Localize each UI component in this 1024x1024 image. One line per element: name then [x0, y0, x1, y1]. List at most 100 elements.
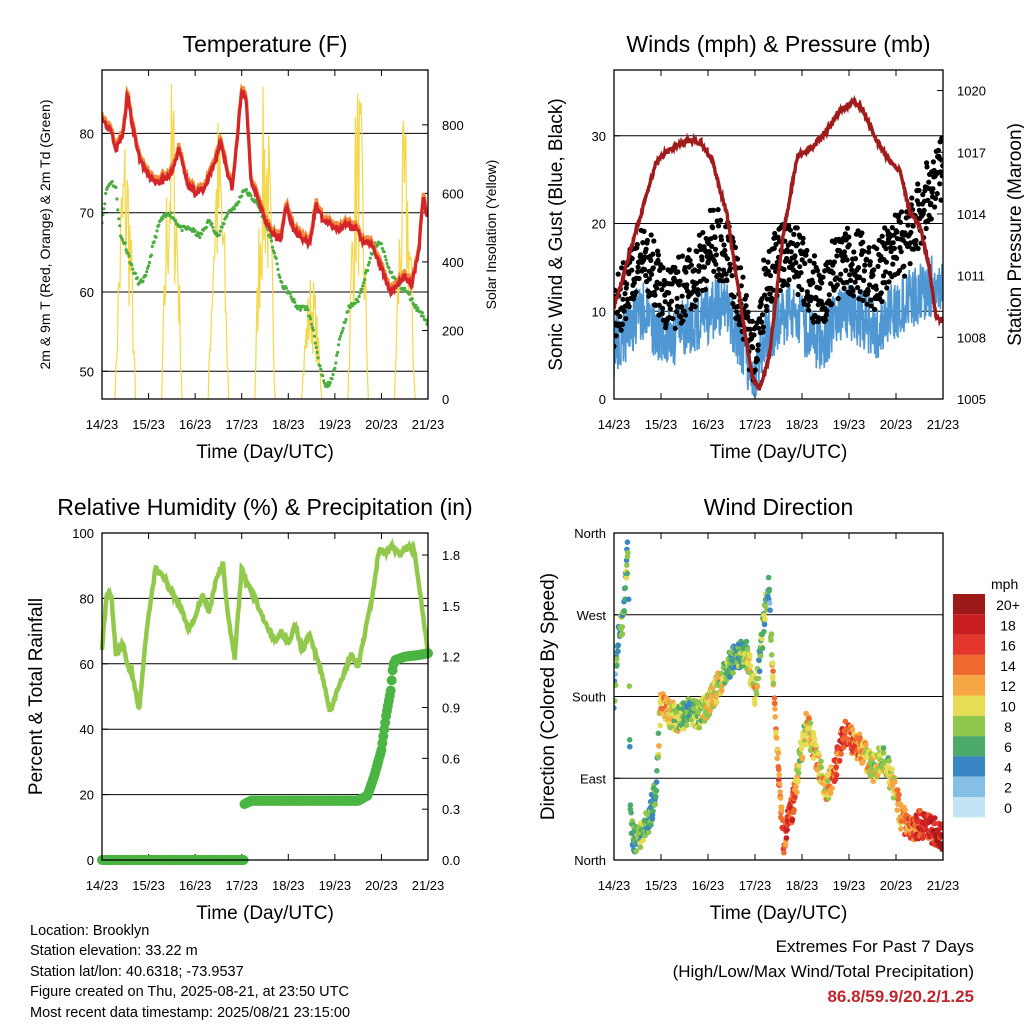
dewpoint-point — [316, 356, 320, 360]
dewpoint-point — [328, 381, 332, 385]
gust-point — [866, 282, 873, 288]
dewpoint-point — [390, 270, 394, 274]
gust-point — [760, 329, 766, 335]
gust-point — [641, 266, 648, 273]
gust-point — [866, 245, 872, 251]
gust-point — [694, 248, 700, 255]
dewpoint-point — [318, 364, 322, 368]
gust-point — [631, 280, 637, 286]
winds-xtick-label: 16/23 — [692, 417, 725, 432]
dewpoint-point — [225, 214, 229, 218]
gust-point — [793, 260, 799, 266]
gust-point — [687, 257, 693, 264]
gust-point — [913, 242, 919, 248]
gust-point — [646, 276, 653, 282]
gust-point — [740, 274, 746, 280]
colorbar-swatch — [953, 654, 985, 676]
direction-point — [892, 779, 898, 785]
colorbar-label: 8 — [1004, 719, 1012, 735]
gust-point — [617, 313, 623, 320]
dewpoint-point — [387, 266, 391, 270]
dewpoint-point — [131, 267, 135, 271]
gust-point — [868, 297, 874, 303]
direction-point — [623, 575, 630, 581]
direction-point — [863, 742, 869, 748]
direction-point — [770, 680, 777, 687]
humidity-ytick-label: 60 — [80, 657, 94, 672]
direction-point — [628, 809, 634, 816]
dewpoint-point — [222, 222, 226, 226]
gust-point — [811, 253, 818, 259]
gust-point — [765, 268, 772, 274]
gust-point — [765, 259, 771, 265]
direction-point — [810, 755, 817, 761]
direction-point — [776, 772, 782, 778]
gust-point — [913, 237, 919, 244]
gust-point — [623, 316, 629, 322]
direction-point — [766, 586, 772, 593]
direction-point — [727, 674, 733, 680]
dewpoint-point — [403, 286, 407, 291]
gust-point — [938, 169, 943, 175]
dewpoint-point — [343, 320, 347, 324]
direction-point — [898, 826, 904, 832]
gust-point — [801, 301, 807, 307]
temperature-xtick-label: 17/23 — [225, 417, 258, 432]
dewpoint-point — [338, 334, 342, 338]
dewpoint-point — [311, 328, 315, 332]
winds-y2label: Station Pressure (Maroon) — [1005, 123, 1024, 346]
winds-xtick-label: 14/23 — [598, 417, 631, 432]
dewpoint-point — [200, 232, 204, 236]
gust-point — [820, 274, 826, 280]
extremes-subheading: (High/Low/Max Wind/Total Precipitation) — [672, 962, 974, 981]
dewpoint-point — [364, 271, 368, 275]
gust-point — [882, 280, 888, 286]
dewpoint-point — [145, 270, 149, 274]
gust-point — [775, 234, 781, 240]
dewpoint-point — [361, 284, 365, 288]
direction-point — [683, 722, 690, 728]
gust-point — [759, 312, 766, 318]
winds-xtick-label: 20/23 — [880, 417, 913, 432]
dewpoint-point — [155, 229, 159, 233]
dewpoint-point — [356, 300, 360, 304]
gust-point — [629, 256, 635, 262]
direction-point — [796, 763, 802, 769]
gust-point — [731, 294, 737, 300]
dewpoint-point — [344, 317, 348, 322]
gust-point — [767, 273, 774, 279]
gust-point — [791, 231, 797, 237]
direction-point — [769, 660, 776, 666]
direction-point — [772, 714, 778, 720]
gust-point — [880, 273, 887, 279]
direction-frame — [613, 532, 944, 861]
gust-point — [651, 238, 657, 244]
dewpoint-point — [305, 305, 309, 309]
dewpoint-point — [360, 287, 364, 291]
winds-xtick-label: 17/23 — [739, 417, 772, 432]
direction-xtick-label: 19/23 — [833, 878, 866, 893]
gust-point — [870, 272, 876, 278]
direction-point — [614, 678, 618, 684]
gust-point — [713, 252, 720, 258]
gust-point — [932, 204, 938, 210]
gust-point — [718, 217, 724, 223]
gust-point — [879, 233, 885, 239]
gust-point — [767, 291, 773, 297]
direction-point — [777, 789, 783, 795]
gust-point — [649, 271, 655, 277]
direction-point — [624, 570, 630, 577]
dewpoint-point — [385, 261, 389, 266]
gust-point — [841, 249, 848, 255]
direction-point — [842, 718, 849, 725]
dewpoint-point — [180, 228, 184, 233]
gust-point — [666, 290, 672, 296]
gust-point — [888, 248, 894, 255]
humidity-xtick-label: 20/23 — [365, 878, 398, 893]
gust-point — [806, 307, 812, 313]
dewpoint-point — [147, 260, 152, 265]
direction-point — [880, 745, 887, 751]
dewpoint-point — [218, 229, 222, 233]
humidity-xtick-label: 14/23 — [86, 878, 119, 893]
gust-point — [643, 246, 649, 252]
